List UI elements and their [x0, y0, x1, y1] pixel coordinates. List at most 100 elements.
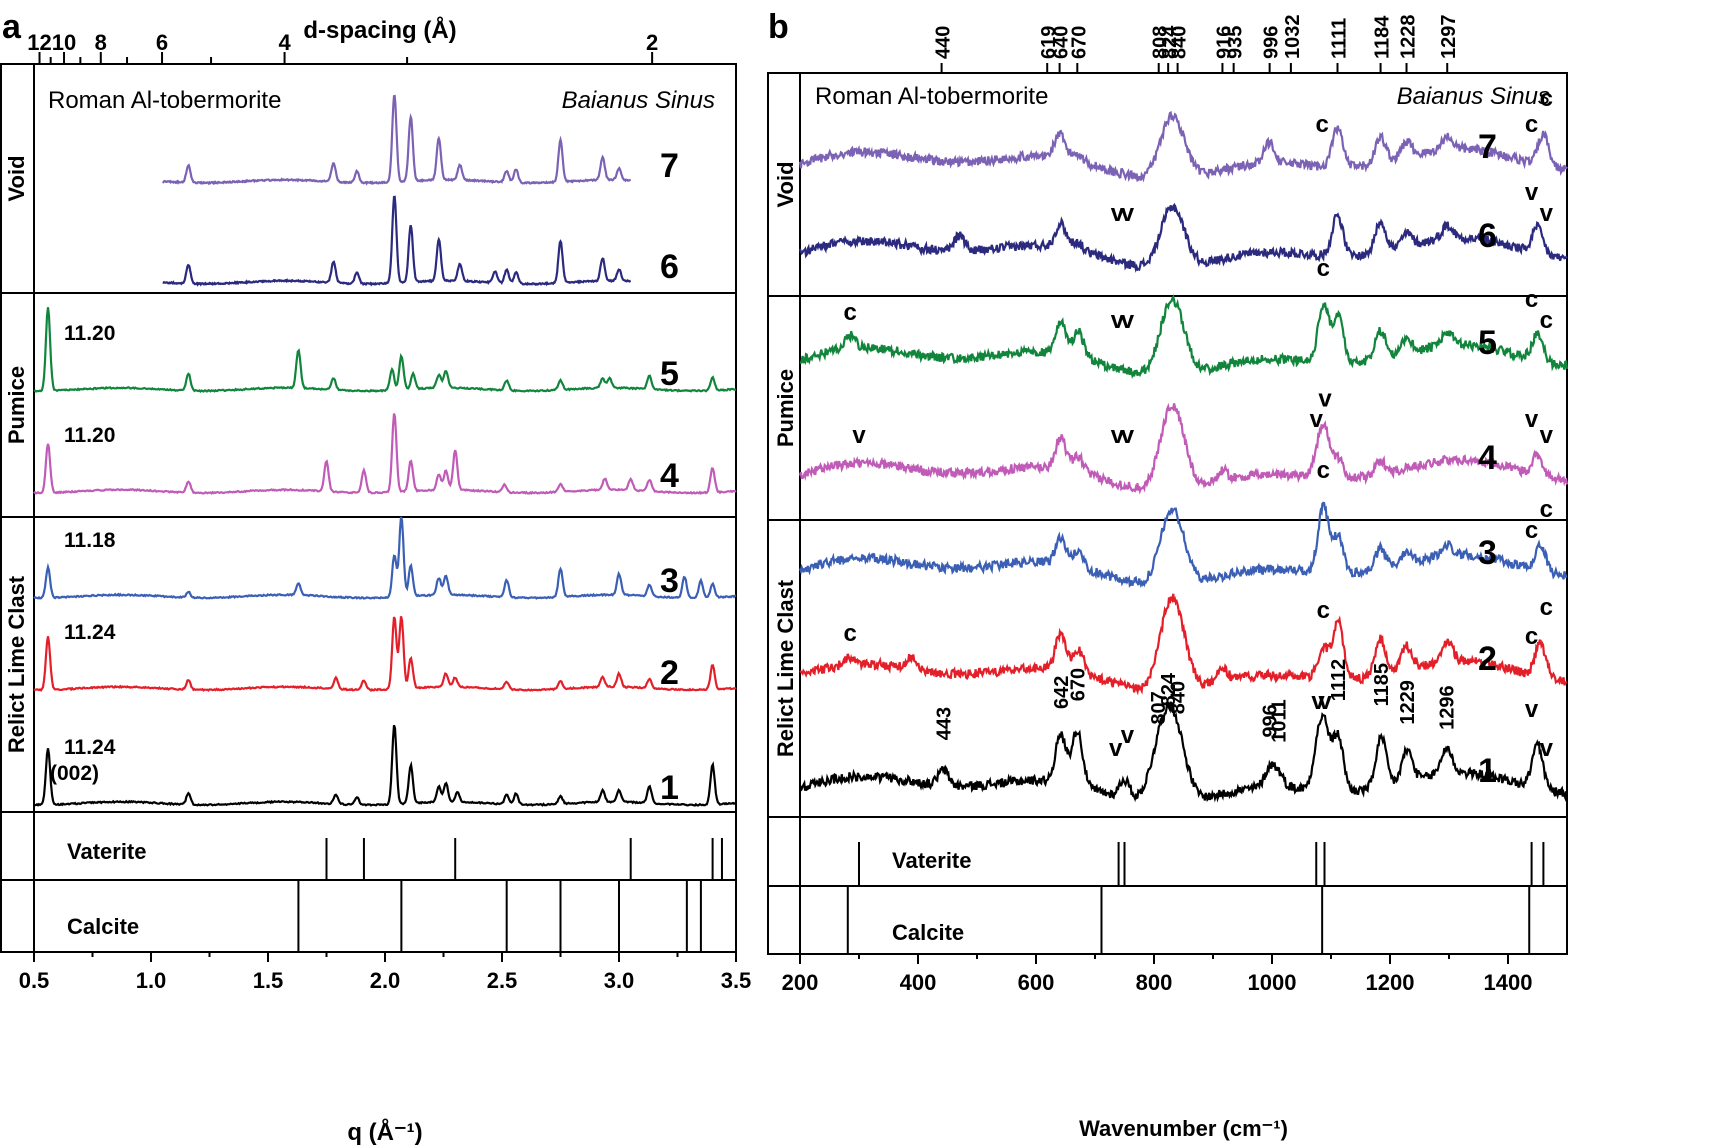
- panel-b-series-3-line: [798, 501, 1568, 589]
- panel-b-series-1-marker-v: v: [1525, 696, 1539, 723]
- panel-b-series-4-marker-v: v: [1318, 385, 1332, 412]
- panel-b-top-tick-label: 1184: [1372, 15, 1394, 59]
- panel-b-ref-vaterite-label: Vaterite: [892, 848, 972, 873]
- panel-a-site: Baianus Sinus: [562, 87, 715, 114]
- panel-b-peak-label: 642: [1051, 676, 1073, 709]
- panel-a-series-7-line: [161, 94, 631, 186]
- panel-b-peak-label: 1185: [1371, 663, 1393, 706]
- panel-b-xtick-label: 1000: [1248, 970, 1297, 995]
- panel-b-series-7-marker-c: c: [1525, 111, 1538, 138]
- panel-a-series-1-d-value: 11.24: [64, 736, 116, 759]
- panel-b-series-6-label: 6: [1478, 217, 1497, 255]
- panel-a-frame: [0, 63, 737, 953]
- panel-a-series-2-d-value: 11.24: [64, 621, 116, 644]
- panel-a-series-1-hkl: (002): [50, 762, 99, 785]
- panel-b-top-tick-label: 840: [1169, 26, 1191, 59]
- panel-b-xtick-label: 400: [900, 970, 937, 995]
- panel-b-series-3-marker-c: c: [1525, 517, 1538, 544]
- panel-a-letter: a: [2, 8, 22, 46]
- panel-a-series-4-d-value: 11.20: [64, 424, 115, 447]
- panel-b-top-tick-label: 440: [933, 26, 955, 59]
- panel-a-x2label: d-spacing (Å): [303, 16, 456, 44]
- panel-b-xtick-label: 1400: [1484, 970, 1533, 995]
- panel-a-xlabel: q (Å⁻¹): [347, 1118, 422, 1146]
- panel-a-group-label: Pumice: [4, 366, 29, 444]
- panel-b-letter: b: [768, 8, 789, 46]
- panel-b-peak-label: 996: [1260, 704, 1282, 737]
- panel-b-series-5-label: 5: [1478, 324, 1497, 362]
- panel-b-group-label: Pumice: [773, 369, 798, 447]
- panel-b-peak-label: 824: [1158, 672, 1180, 706]
- panel-b-series-1-marker-v: v: [1318, 688, 1332, 715]
- panel-a-top-tick-label: 12: [27, 30, 51, 55]
- panel-b-top-tick-label: 808: [1150, 26, 1172, 59]
- panel-b-peak-label: 443: [933, 707, 955, 740]
- panel-a-xtick-label: 0.5: [19, 968, 50, 993]
- panel-b-top-tick-label: 916: [1213, 26, 1235, 59]
- panel-b-series-4-marker-v: v: [1310, 406, 1324, 433]
- panel-a-xtick-label: 2.0: [370, 968, 401, 993]
- panel-b-series-7-marker-c: c: [1540, 85, 1553, 112]
- panel-a-group-label: Void: [4, 155, 29, 201]
- panel-a-series-4-line: [33, 413, 737, 495]
- panel-b-top-tick-label: 619: [1038, 26, 1060, 59]
- panel-a-ref-vaterite-label: Vaterite: [67, 839, 147, 864]
- panel-b-xlabel: Wavenumber (cm⁻¹): [1079, 1116, 1288, 1141]
- panel-a-series-7-label: 7: [660, 147, 679, 185]
- panel-b-peak-label: 1296: [1437, 685, 1459, 730]
- panel-b-series-4-marker-v: v: [1121, 422, 1135, 449]
- panel-a-series-6-label: 6: [660, 248, 679, 286]
- panel-b-peak-label: 670: [1067, 668, 1089, 701]
- panel-b-series-5-marker-c: c: [1317, 255, 1330, 282]
- panel-b-series-2-label: 2: [1478, 640, 1497, 678]
- panel-b-series-4-marker-v: v: [1111, 422, 1125, 449]
- panel-b-series-4-label: 4: [1478, 439, 1497, 477]
- panel-a-group-label: Relict Lime Clast: [4, 575, 29, 753]
- panel-b-top-tick-label: 640: [1051, 26, 1073, 59]
- panel-a-series-2-line: [33, 616, 737, 692]
- panel-b-series-2-marker-c: c: [1525, 623, 1538, 650]
- panel-b-top-tick-label: 996: [1261, 26, 1283, 59]
- panel-b-series-6-marker-v: v: [1121, 200, 1135, 227]
- panel-b-series-6-line: [798, 202, 1568, 273]
- panel-b-peak-label: 840: [1168, 681, 1190, 714]
- panel-b-series-1-line: [798, 701, 1569, 803]
- panel-b-series-1-marker-v: v: [1109, 735, 1123, 762]
- panel-b-series-1-marker-v: v: [1121, 722, 1135, 749]
- panel-b-series-5-marker-v: v: [1121, 307, 1135, 334]
- panel-a-top-tick-label: 6: [156, 30, 168, 55]
- panel-b-series-6-marker-v: v: [1540, 200, 1554, 227]
- panel-b-peak-label: 1011: [1268, 699, 1290, 742]
- panel-a-top-tick-label: 8: [95, 30, 107, 55]
- panel-a-series-3-line: [33, 516, 737, 600]
- panel-b-peak-label: 807: [1148, 691, 1170, 724]
- panel-b-top-tick-label: 1111: [1328, 18, 1350, 59]
- panel-b-top-tick-label: 670: [1068, 26, 1090, 59]
- panel-a-xtick-label: 1.0: [136, 968, 167, 993]
- panel-b-series-5-line: [799, 294, 1569, 379]
- panel-b-series-4-line: [798, 402, 1569, 495]
- panel-b-series-4-marker-v: v: [852, 422, 866, 449]
- panel-b-top-tick-label: 935: [1225, 26, 1247, 59]
- panel-a-xtick-label: 3.0: [604, 968, 635, 993]
- panel-b-series-5-marker-c: c: [1525, 286, 1538, 313]
- panel-b-series-1-marker-v: v: [1540, 735, 1554, 762]
- panel-b-xtick-label: 600: [1018, 970, 1055, 995]
- panel-b-series-6-marker-v: v: [1111, 200, 1125, 227]
- panel-b-series-3-marker-c: c: [1540, 496, 1553, 523]
- panel-a-xtick-label: 2.5: [487, 968, 518, 993]
- panel-b-series-7-label: 7: [1478, 128, 1497, 166]
- panel-b-series-5-marker-c: c: [1540, 307, 1553, 334]
- panel-b-series-1-marker-v: v: [1311, 688, 1325, 715]
- panel-a-series-3-label: 3: [660, 562, 679, 600]
- panel-b-series-2-marker-c: c: [1540, 594, 1553, 621]
- panel-a-series-5-d-value: 11.20: [64, 322, 115, 345]
- panel-a-series-2-label: 2: [660, 654, 679, 692]
- panel-b-series-2-marker-c: c: [843, 620, 856, 647]
- panel-b-top-tick-label: 1032: [1282, 15, 1304, 60]
- panel-b-group-label: Relict Lime Clast: [773, 579, 798, 757]
- panel-b-peak-label: 1229: [1397, 680, 1419, 725]
- panel-a-top-tick-label: 4: [278, 30, 291, 55]
- panel-a-series-5-line: [33, 307, 737, 394]
